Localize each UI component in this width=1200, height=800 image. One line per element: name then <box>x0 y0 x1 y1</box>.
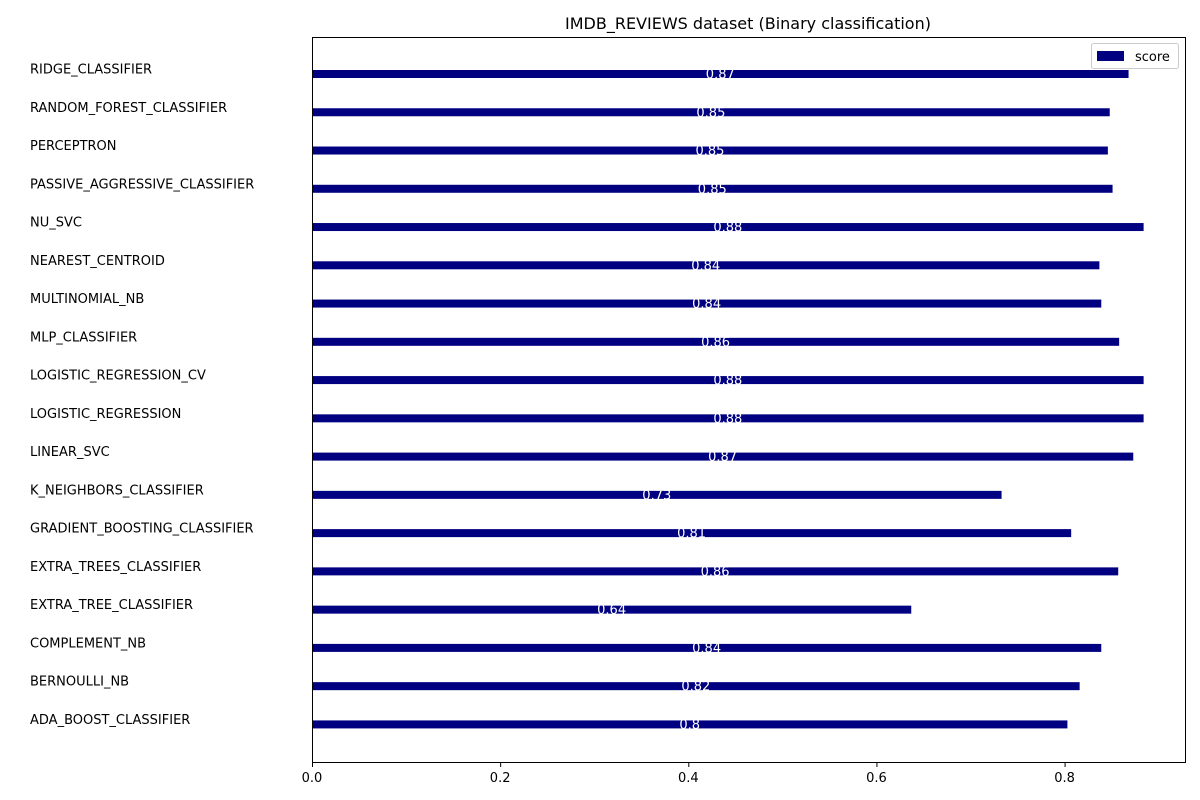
category-label: PERCEPTRON <box>30 139 117 154</box>
category-label: GRADIENT_BOOSTING_CLASSIFIER <box>30 522 254 537</box>
data-label: 0.87 <box>706 68 735 83</box>
data-label: 0.85 <box>695 144 724 159</box>
bar-perceptron <box>312 146 1108 155</box>
category-label: MULTINOMIAL_NB <box>30 292 144 307</box>
bars-group: 0.87 0.85 0.85 0.85 0.88 0.84 0.84 0.86 0.88 0.88… <box>312 55 1144 733</box>
bar-nearest-centroid <box>312 261 1100 270</box>
data-label: 0.84 <box>691 259 720 274</box>
data-label: 0.85 <box>698 182 727 197</box>
x-tick-label: 0.2 <box>490 771 511 786</box>
data-label: 0.88 <box>713 221 742 236</box>
data-label: 0.88 <box>713 412 742 427</box>
data-label: 0.82 <box>681 680 710 695</box>
x-tick-label: 0.4 <box>678 771 699 786</box>
category-label: BERNOULLI_NB <box>30 675 129 690</box>
legend-label: score <box>1135 50 1170 65</box>
bar-ada-boost-classifier <box>312 720 1068 729</box>
category-label: RIDGE_CLASSIFIER <box>30 63 152 78</box>
bar-bernoulli-nb <box>312 682 1080 691</box>
data-label: 0.85 <box>696 106 725 121</box>
bar-ridge-classifier <box>312 70 1129 78</box>
bar-k-neighbors-classifier <box>312 490 1002 499</box>
x-tick-label: 0.8 <box>1054 771 1075 786</box>
bar-extra-tree-classifier <box>312 605 912 614</box>
bar-nu-svc <box>312 223 1144 232</box>
legend-box <box>1091 43 1179 69</box>
bar-extra-trees-classifier <box>312 567 1119 576</box>
category-label: EXTRA_TREE_CLASSIFIER <box>30 598 193 613</box>
x-axis-ticks: 0.0 0.2 0.4 0.6 0.8 <box>302 762 1075 786</box>
category-label: LINEAR_SVC <box>30 445 110 460</box>
plot-frame <box>312 37 1186 763</box>
category-label: ADA_BOOST_CLASSIFIER <box>30 713 190 728</box>
category-label: RANDOM_FOREST_CLASSIFIER <box>30 101 227 116</box>
category-label: NU_SVC <box>30 216 82 231</box>
bar-random-forest-classifier <box>312 108 1110 117</box>
category-label: LOGISTIC_REGRESSION_CV <box>30 369 206 384</box>
data-label: 0.88 <box>713 374 742 389</box>
chart-title: IMDB_REVIEWS dataset (Binary classificat… <box>565 14 931 34</box>
x-tick-label: 0.6 <box>866 771 887 786</box>
bar-multinomial-nb <box>312 299 1102 308</box>
x-tick-label: 0.0 <box>302 771 323 786</box>
category-label: MLP_CLASSIFIER <box>30 330 137 345</box>
category-labels: RIDGE_CLASSIFIER RANDOM_FOREST_CLASSIFIER… <box>30 63 254 728</box>
bar-linear-svc <box>312 452 1134 461</box>
legend-swatch <box>1097 51 1124 61</box>
data-label: 0.81 <box>677 527 706 542</box>
bar-logistic-regression-cv <box>312 376 1144 385</box>
data-label: 0.84 <box>692 641 721 656</box>
data-label: 0.84 <box>692 297 721 312</box>
category-label: LOGISTIC_REGRESSION <box>30 407 181 422</box>
data-label: 0.8 <box>679 718 700 733</box>
bar-complement-nb <box>312 643 1102 652</box>
category-label: NEAREST_CENTROID <box>30 254 165 269</box>
bar-passive-aggressive-classifier <box>312 184 1113 193</box>
category-label: COMPLEMENT_NB <box>30 636 146 651</box>
data-label: 0.86 <box>701 335 730 350</box>
category-label: EXTRA_TREES_CLASSIFIER <box>30 560 201 575</box>
legend: score <box>1091 43 1179 69</box>
bar-mlp-classifier <box>312 337 1120 346</box>
data-label: 0.86 <box>701 565 730 580</box>
data-label: 0.73 <box>642 488 671 503</box>
data-label: 0.64 <box>597 603 626 618</box>
bar-gradient-boosting-classifier <box>312 529 1072 538</box>
category-label: K_NEIGHBORS_CLASSIFIER <box>30 483 204 498</box>
data-label: 0.87 <box>708 450 737 465</box>
category-label: PASSIVE_AGGRESSIVE_CLASSIFIER <box>30 177 254 192</box>
bar-logistic-regression <box>312 414 1144 423</box>
